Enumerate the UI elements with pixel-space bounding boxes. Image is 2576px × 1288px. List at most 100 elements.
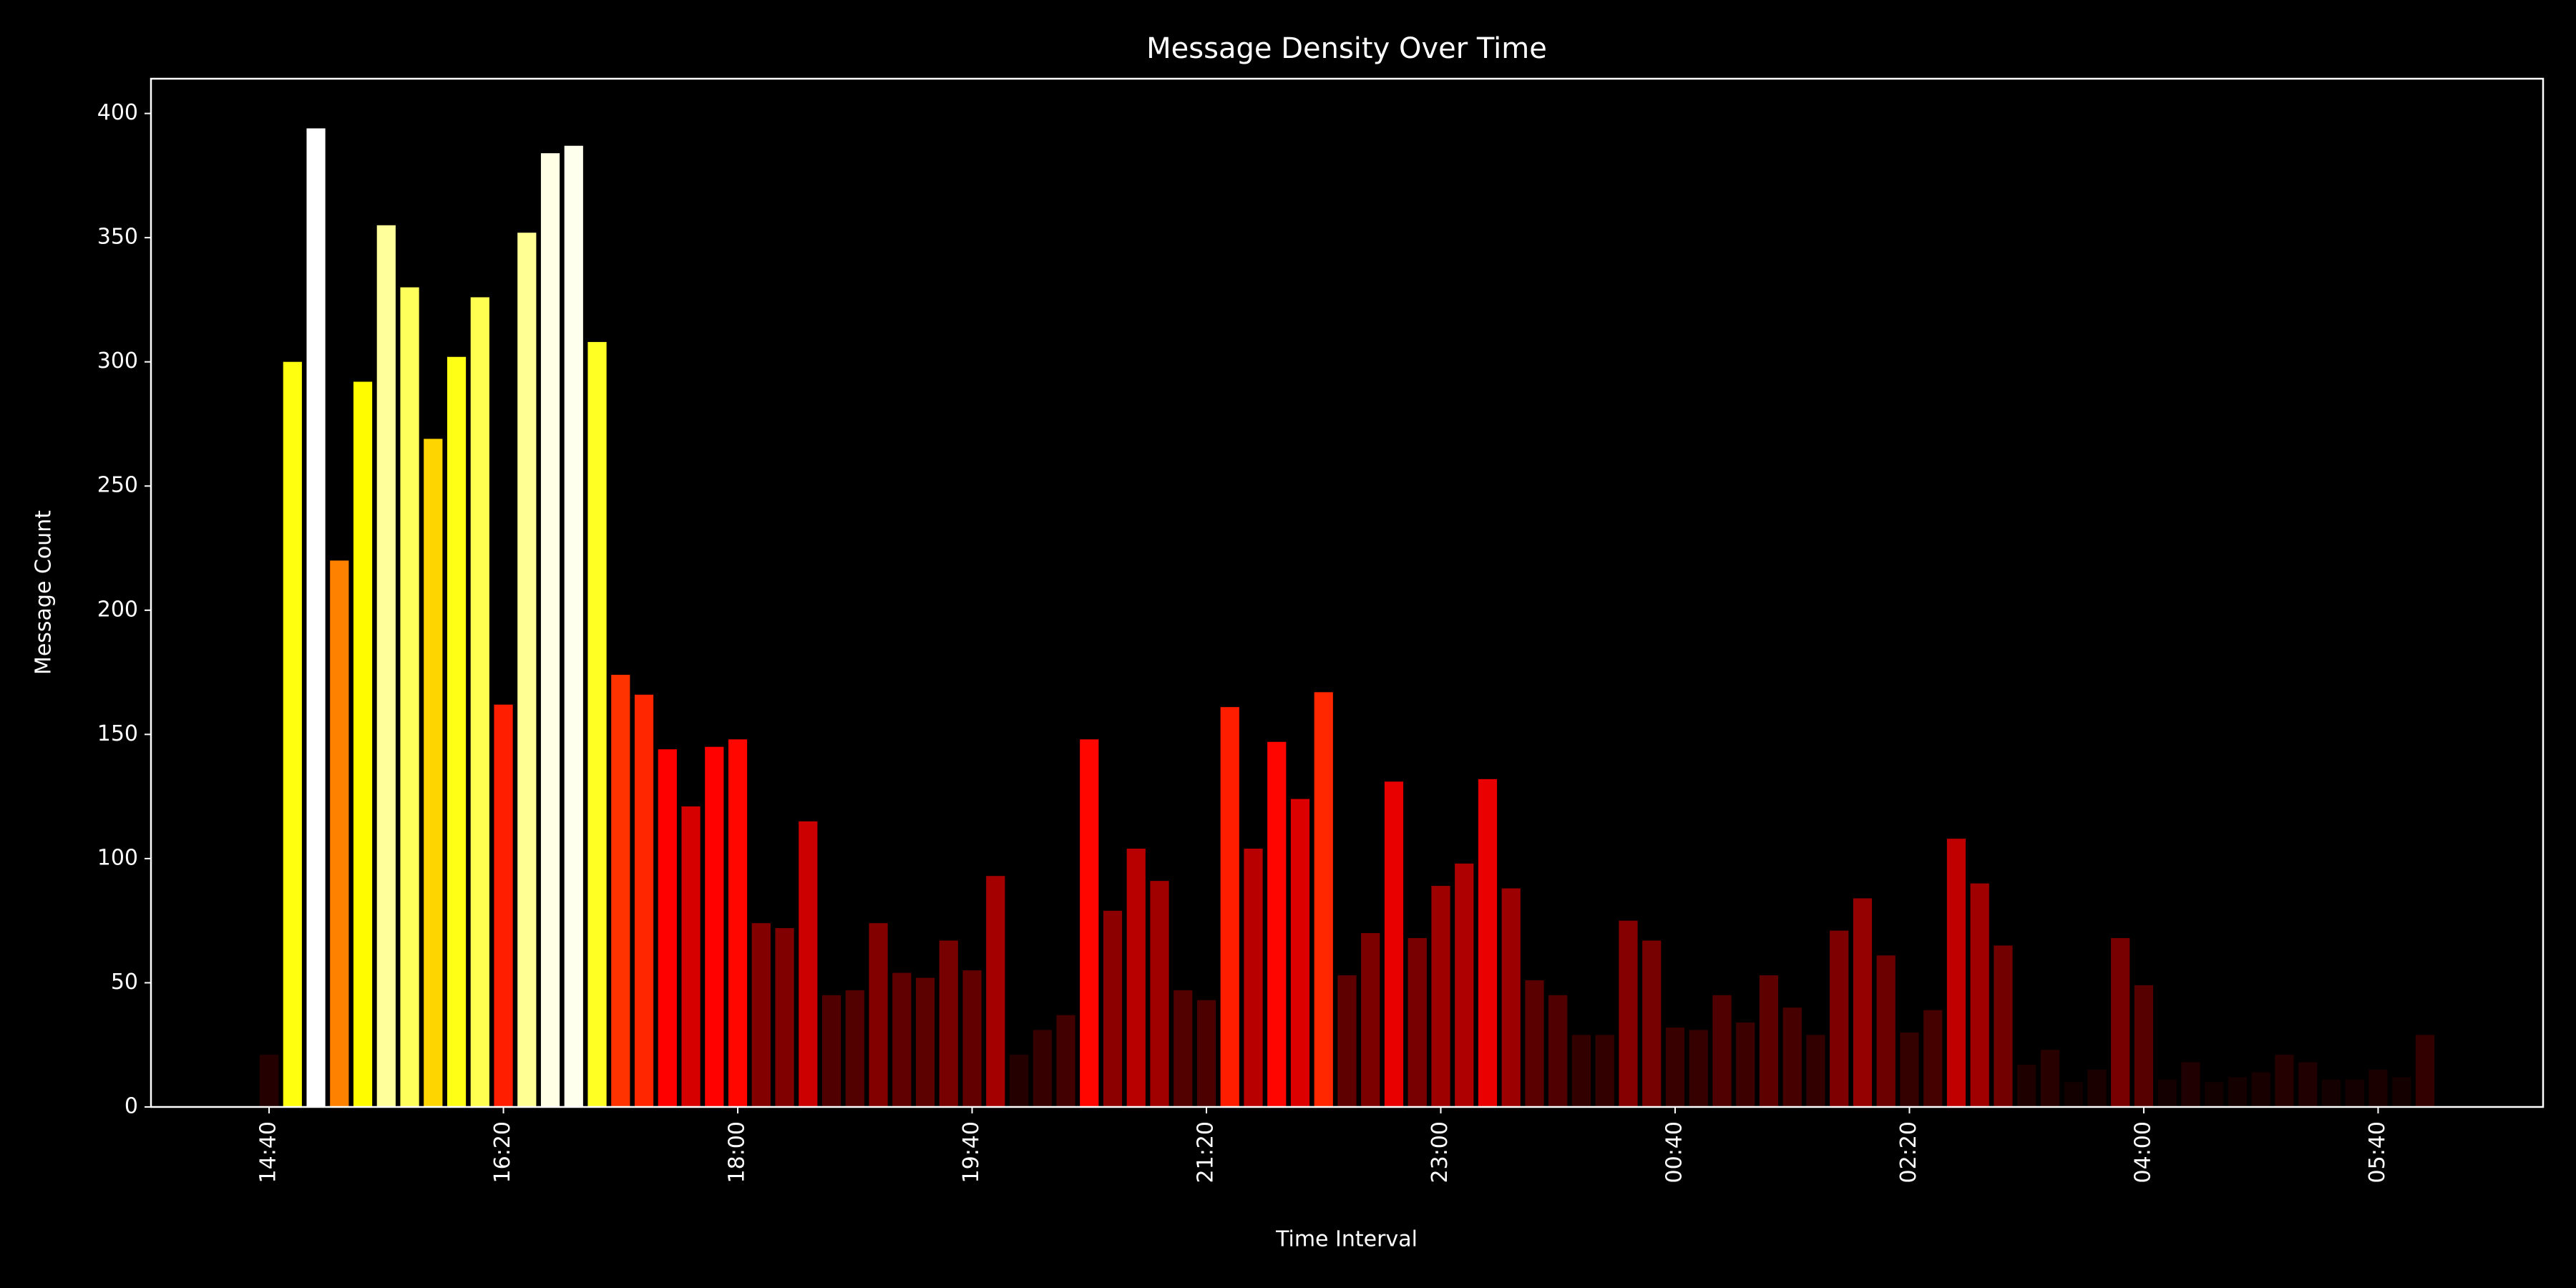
x-tick-label: 04:00 [2130, 1121, 2155, 1183]
bar [1196, 1000, 1216, 1107]
bar [1314, 692, 1333, 1107]
bar [2275, 1055, 2294, 1107]
bar [1689, 1030, 1708, 1107]
bar [1595, 1035, 1614, 1107]
x-tick-label: 16:20 [490, 1121, 515, 1183]
bar [2181, 1062, 2200, 1107]
bar [2111, 937, 2130, 1107]
bar [2017, 1064, 2036, 1107]
bar [1103, 910, 1123, 1107]
bar [1009, 1055, 1029, 1107]
bar [1571, 1035, 1591, 1107]
y-tick-label: 350 [97, 225, 138, 250]
bar [892, 972, 912, 1107]
bar [1759, 975, 1779, 1107]
y-tick-label: 50 [111, 970, 138, 995]
x-tick-label: 00:40 [1662, 1121, 1687, 1183]
bar [915, 977, 935, 1107]
bar [658, 749, 677, 1107]
bar [1267, 741, 1287, 1107]
bar [1665, 1027, 1685, 1107]
bar [705, 746, 724, 1107]
bar [1830, 930, 1849, 1107]
bar [447, 356, 467, 1107]
bar [283, 361, 302, 1107]
bar [728, 739, 748, 1107]
bar [259, 1055, 279, 1107]
bar [1876, 955, 1896, 1107]
bar [751, 923, 771, 1107]
bar [1220, 707, 1239, 1107]
bar [424, 439, 443, 1107]
bar [1407, 937, 1427, 1107]
bar [1290, 799, 1310, 1107]
bar [1126, 849, 1146, 1107]
bar [2415, 1035, 2435, 1107]
x-tick-label: 02:20 [1896, 1121, 1921, 1183]
x-tick-label: 18:00 [725, 1121, 750, 1183]
bar [306, 128, 326, 1107]
bar [2392, 1077, 2411, 1107]
bar [517, 233, 537, 1108]
bar [1782, 1008, 1802, 1107]
bar [939, 940, 958, 1107]
bar [2205, 1082, 2224, 1107]
bar [2087, 1069, 2107, 1107]
bar [845, 990, 864, 1107]
bar [1806, 1035, 1825, 1107]
bar [376, 225, 396, 1108]
x-axis-label: Time Interval [1275, 1227, 1418, 1252]
x-tick-label: 19:40 [959, 1121, 984, 1183]
bar [400, 287, 419, 1108]
bar [1337, 975, 1357, 1107]
bar [1619, 920, 1638, 1107]
bar [470, 297, 489, 1108]
bar [1150, 881, 1169, 1107]
chart-title: Message Density Over Time [1146, 32, 1547, 65]
y-tick-label: 300 [97, 348, 138, 374]
bar [1455, 863, 1474, 1107]
x-tick-label: 14:40 [256, 1121, 281, 1183]
bar [2134, 985, 2154, 1107]
bar [611, 675, 630, 1107]
bar [1080, 739, 1099, 1107]
bar [681, 806, 701, 1107]
bar [564, 145, 583, 1107]
bar [2228, 1077, 2248, 1107]
bar [2040, 1050, 2060, 1107]
bar [1478, 779, 1498, 1107]
y-tick-label: 250 [97, 473, 138, 498]
bar [1853, 898, 1873, 1107]
bar [2345, 1079, 2364, 1107]
bar [1946, 839, 1966, 1107]
y-tick-label: 100 [97, 845, 138, 870]
bar [2157, 1079, 2177, 1107]
bar [799, 821, 818, 1107]
bar [1548, 995, 1568, 1107]
y-axis-label: Message Count [31, 510, 57, 675]
bar [540, 153, 560, 1108]
bar [1736, 1022, 1755, 1107]
y-tick-label: 200 [97, 597, 138, 622]
bar [1056, 1015, 1075, 1107]
bar [1244, 849, 1263, 1107]
bar [1525, 980, 1544, 1107]
plot-frame [150, 77, 2545, 1108]
bar [2251, 1072, 2270, 1107]
bar [869, 923, 888, 1107]
bar [353, 381, 373, 1107]
bar [330, 560, 349, 1107]
bar [1712, 995, 1732, 1107]
bar [1994, 945, 2013, 1107]
y-tick-label: 150 [97, 721, 138, 746]
bar [1642, 940, 1662, 1107]
bar [1033, 1030, 1052, 1107]
bar [962, 970, 982, 1107]
bar [821, 995, 841, 1107]
bar [775, 928, 794, 1107]
bar [2321, 1079, 2341, 1107]
bar [1384, 781, 1404, 1107]
y-tick-label: 0 [125, 1094, 138, 1119]
x-tick-label: 05:40 [2365, 1121, 2390, 1183]
